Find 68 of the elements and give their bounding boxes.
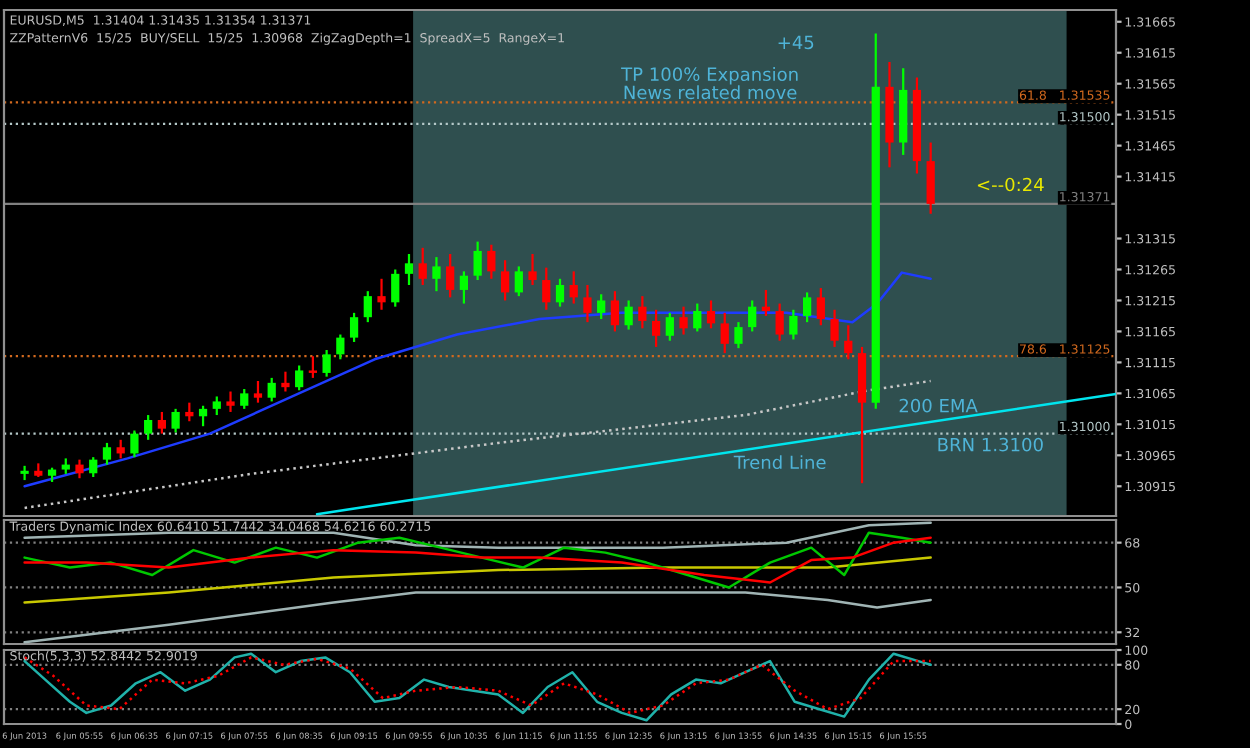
candlestick [116, 438, 125, 460]
candlestick [89, 456, 98, 479]
candlestick [624, 299, 633, 331]
candlestick [391, 268, 400, 308]
candlestick [349, 311, 359, 344]
candlestick [844, 324, 853, 361]
candlestick [226, 390, 235, 414]
candlestick [295, 364, 304, 392]
candlestick [500, 259, 510, 302]
candlestick [528, 252, 537, 287]
candlestick [748, 299, 757, 333]
candlestick [418, 246, 427, 287]
candlestick [473, 240, 482, 282]
candlestick [336, 333, 345, 361]
candlestick [404, 252, 414, 287]
candlestick [789, 308, 798, 341]
candlestick [308, 355, 318, 379]
annotation: BRN 1.3100 [938, 437, 1043, 452]
candlestick [432, 256, 441, 293]
candlestick [20, 464, 29, 482]
candlestick [514, 265, 523, 298]
candlestick [816, 286, 825, 327]
line-series [23, 271, 932, 488]
line-series [23, 379, 932, 510]
candlestick [651, 308, 661, 349]
candlestick [322, 348, 331, 378]
annotation: +45 [778, 35, 814, 50]
candlestick [281, 370, 290, 393]
candlestick [583, 283, 592, 324]
candlestick [75, 458, 84, 480]
candlestick [638, 295, 647, 330]
candlestick [198, 404, 208, 428]
candlestick [706, 299, 716, 330]
annotation: <--0:24 [977, 177, 1044, 192]
candlestick [157, 410, 166, 435]
candlestick [363, 290, 372, 324]
candlestick [487, 243, 496, 280]
candlestick [212, 395, 221, 417]
candlestick [693, 302, 702, 333]
candlestick [542, 266, 551, 311]
candlestick [734, 321, 743, 350]
candlestick [802, 291, 812, 324]
candlestick [459, 270, 469, 305]
candlestick [555, 277, 565, 308]
candlestick [569, 270, 578, 305]
candlestick [679, 305, 688, 336]
candlestick [720, 311, 729, 355]
candlestick [267, 376, 276, 403]
candlestick [597, 293, 606, 321]
candlestick [102, 441, 112, 466]
candlestick [240, 387, 249, 410]
annotation: 200 EMA [899, 398, 978, 413]
line-series [23, 591, 932, 644]
candlestick [775, 302, 784, 342]
candlestick [253, 379, 263, 404]
annotation: TP 100% Expansion [621, 67, 798, 85]
candlestick [446, 252, 455, 299]
line-series [23, 556, 932, 604]
candlestick [926, 141, 935, 215]
candlestick [377, 277, 386, 311]
annotation: Trend Line [733, 455, 826, 470]
candlestick [830, 308, 839, 349]
annotation: News related move [624, 85, 797, 100]
candlestick [144, 413, 153, 441]
candlestick [610, 290, 620, 333]
candlestick [130, 429, 139, 459]
candlestick [171, 407, 180, 434]
candlestick [665, 311, 674, 342]
